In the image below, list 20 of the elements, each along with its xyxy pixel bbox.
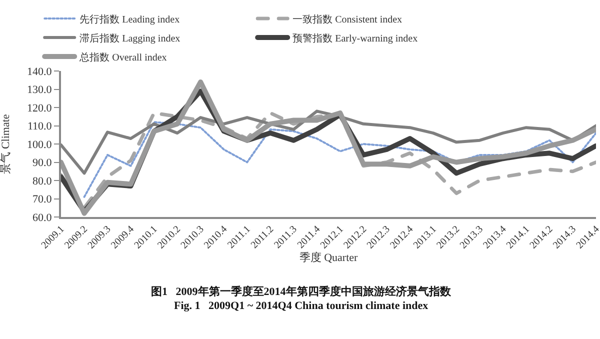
y-tick-label: 140.0 — [27, 66, 52, 78]
y-tick-label: 80.0 — [32, 175, 52, 188]
legend-label: 滞后指数 Lagging index — [80, 32, 180, 44]
y-tick-label: 110.0 — [27, 120, 52, 133]
line-series — [83, 121, 596, 198]
line-series — [61, 111, 596, 210]
y-tick-label: 60.0 — [32, 212, 52, 224]
y-tick-label: 90.0 — [32, 157, 52, 170]
y-tick-label: 70.0 — [32, 194, 52, 206]
y-tick-label: 120.0 — [27, 102, 52, 114]
y-tick-label: 130.0 — [27, 84, 52, 96]
y-axis-title: 景气 Climate — [0, 114, 12, 174]
legend-label: 一致指数 Consistent index — [292, 13, 402, 26]
caption: Fig. 1 2009Q1 ~ 2014Q4 China tourism climate index — [174, 300, 429, 312]
y-tick-label: 100.0 — [27, 138, 52, 151]
x-axis-title: 季度 Quarter — [299, 251, 358, 264]
legend-label: 先行指数 Leading index — [80, 13, 180, 26]
legend-label: 总指数 Overall index — [78, 51, 167, 64]
legend-label: 预警指数 Early-warning index — [292, 32, 418, 44]
caption: 图1 2009年第一季度至2014年第四季度中国旅游经济景气指数 — [151, 285, 452, 298]
